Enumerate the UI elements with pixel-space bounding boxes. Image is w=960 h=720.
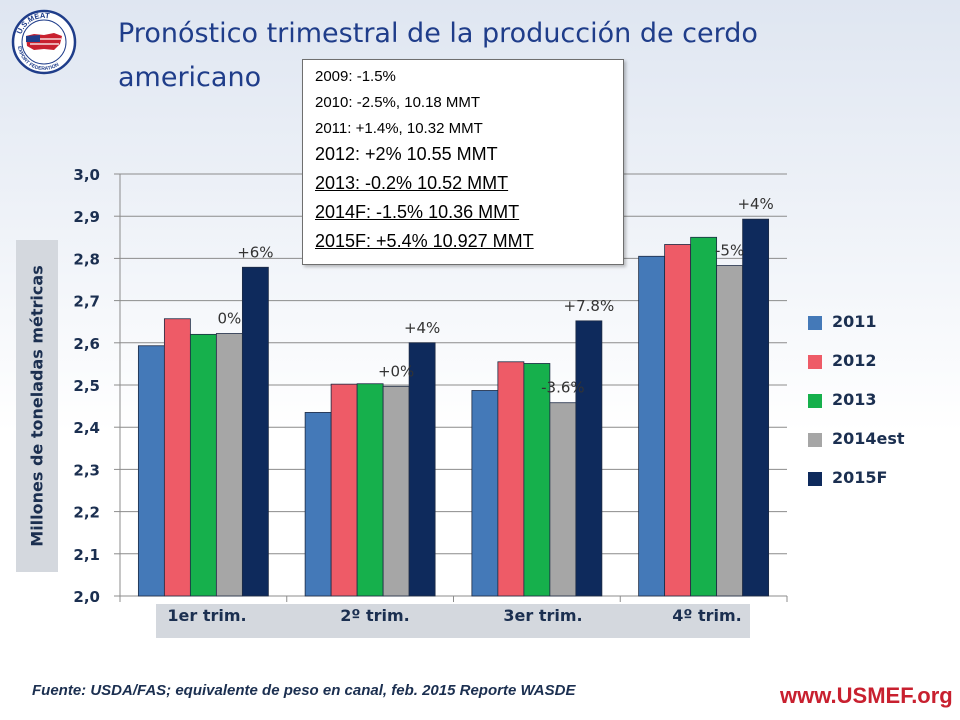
bar-2012-q4 (664, 244, 692, 597)
x-category-q1: 1er trim. (167, 606, 247, 625)
bar-2012-q3 (497, 361, 525, 597)
page-title: Pronóstico trimestral de la producción d… (118, 18, 758, 93)
data-label-change: +7.8% (564, 297, 615, 315)
legend-swatch-2015f (808, 472, 822, 486)
bar-2013-q3 (523, 363, 551, 597)
usmef-logo: U.S.MEAT EXPORT FEDERATION (10, 8, 110, 108)
bar-2012-q2 (330, 383, 358, 597)
y-tick-label: 2,1 (73, 546, 100, 564)
x-category-q4: 4º trim. (672, 606, 742, 625)
legend-label-2014est: 2014est (832, 429, 905, 448)
data-label-change: +4% (404, 319, 440, 337)
legend-swatch-2014est (808, 433, 822, 447)
data-label-change: -5% (715, 242, 744, 260)
bar-2015f-q4 (742, 218, 770, 597)
legend-label-2015f: 2015F (832, 468, 888, 487)
callout-line-2013: 2013: -0.2% 10.52 MMT (315, 173, 509, 193)
y-tick-label: 3,0 (73, 166, 100, 184)
legend-label-2013: 2013 (832, 390, 877, 409)
data-label-change: -3.6% (541, 379, 585, 397)
callout-line-2009: 2009: -1.5% (315, 68, 396, 85)
bar-2011-q4 (638, 255, 666, 597)
callout-line-2014f: 2014F: -1.5% 10.36 MMT (315, 202, 520, 222)
website-link[interactable]: www.USMEF.org (780, 683, 953, 708)
source-note: Fuente: USDA/FAS; equivalente de peso en… (32, 682, 576, 699)
callout-line-2015f: 2015F: +5.4% 10.927 MMT (315, 231, 534, 251)
y-tick-label: 2,6 (73, 335, 100, 353)
bar-2014est-q2 (382, 385, 410, 597)
bar-2014est-q3 (549, 402, 577, 597)
data-label-change: +6% (237, 243, 273, 261)
callout-line-2010: 2010: -2.5%, 10.18 MMT (315, 94, 481, 111)
y-tick-label: 2,8 (73, 250, 100, 268)
x-category-q3: 3er trim. (503, 606, 583, 625)
legend-swatch-2011 (808, 316, 822, 330)
y-tick-label: 2,3 (73, 461, 100, 479)
y-tick-label: 2,7 (73, 293, 100, 311)
y-axis-label-box (16, 240, 58, 572)
bar-2015f-q1 (241, 266, 269, 597)
legend-swatch-2013 (808, 394, 822, 408)
y-axis-label: Millones de toneladas métricas (27, 265, 47, 547)
x-category-q2: 2º trim. (340, 606, 410, 625)
bar-2012-q1 (163, 318, 191, 597)
production-summary-callout: 2009: -1.5% 2010: -2.5%, 10.18 MMT 2011:… (302, 59, 624, 265)
legend-item-2013: 2013 (808, 390, 948, 410)
data-label-change: +0% (378, 362, 414, 380)
legend-swatch-2012 (808, 355, 822, 369)
data-label-change: +4% (737, 195, 773, 213)
legend-item-2014est: 2014est (808, 429, 948, 449)
legend-item-2012: 2012 (808, 351, 948, 371)
y-tick-label: 2,2 (73, 504, 100, 522)
x-axis-category-band (156, 604, 750, 638)
bar-2013-q4 (690, 236, 718, 597)
bar-2011-q3 (471, 390, 499, 597)
callout-line-2012: 2012: +2% 10.55 MMT (315, 144, 498, 164)
legend-item-2015f: 2015F (808, 468, 948, 488)
callout-line-2011: 2011: +1.4%, 10.32 MMT (315, 120, 483, 137)
bar-2014est-q1 (215, 333, 243, 597)
bar-2015f-q2 (408, 342, 436, 597)
y-tick-label: 2,9 (73, 208, 100, 226)
legend-label-2012: 2012 (832, 351, 877, 370)
legend-item-2011: 2011 (808, 312, 948, 332)
bar-2014est-q4 (716, 265, 744, 597)
bar-2013-q2 (356, 383, 384, 597)
y-tick-label: 2,0 (73, 588, 100, 606)
data-label-change: 0% (217, 310, 241, 328)
y-tick-label: 2,5 (73, 377, 100, 395)
bar-2011-q1 (137, 345, 165, 597)
bar-2013-q1 (189, 333, 217, 597)
bar-2015f-q3 (575, 320, 603, 597)
y-tick-label: 2,4 (73, 419, 100, 437)
usmef-seal-icon: U.S.MEAT EXPORT FEDERATION (11, 9, 77, 75)
legend-label-2011: 2011 (832, 312, 877, 331)
bar-2011-q2 (304, 412, 332, 597)
